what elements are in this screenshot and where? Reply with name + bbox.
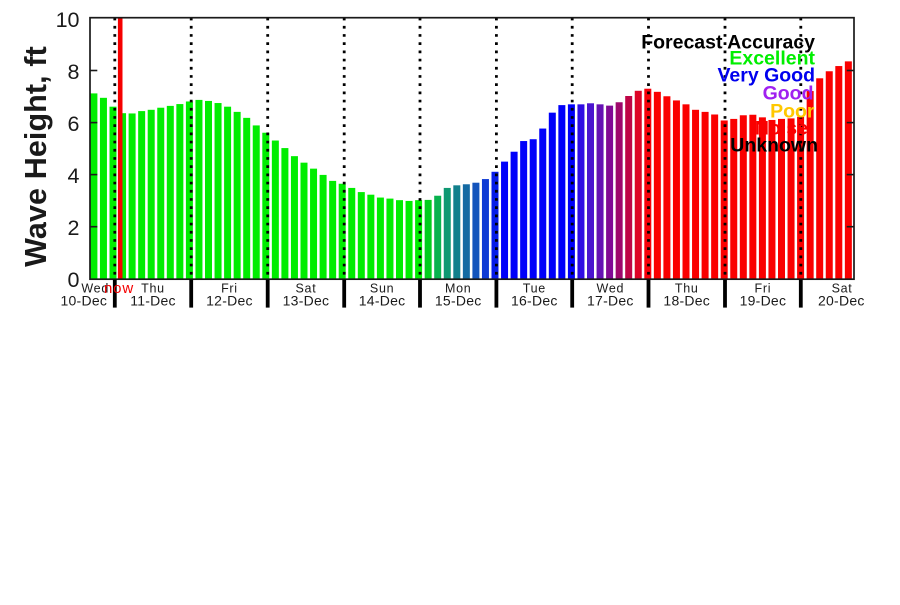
svg-text:12-Dec: 12-Dec [206, 293, 253, 309]
svg-text:Sat: Sat [296, 281, 317, 295]
svg-text:Forecast Accuracy: Forecast Accuracy [641, 32, 815, 54]
svg-text:11-Dec: 11-Dec [130, 293, 176, 309]
svg-text:20-Dec: 20-Dec [818, 293, 865, 309]
svg-text:Excellent: Excellent [729, 48, 815, 70]
svg-text:8: 8 [68, 60, 80, 84]
svg-text:Noise: Noise [755, 118, 808, 140]
svg-text:Mon: Mon [445, 281, 471, 295]
svg-text:0: 0 [68, 268, 80, 292]
svg-text:14-Dec: 14-Dec [359, 293, 406, 309]
svg-text:2: 2 [68, 216, 80, 240]
svg-text:Unknown: Unknown [730, 135, 818, 157]
svg-text:Tue: Tue [523, 281, 546, 295]
svg-text:13-Dec: 13-Dec [283, 293, 330, 309]
svg-text:Thu: Thu [141, 281, 165, 295]
svg-text:17-Dec: 17-Dec [587, 293, 634, 309]
svg-text:Sun: Sun [370, 281, 394, 295]
svg-text:4: 4 [68, 164, 80, 188]
svg-text:6: 6 [68, 112, 80, 136]
svg-text:Thu: Thu [675, 281, 699, 295]
svg-text:Fri: Fri [221, 281, 238, 295]
svg-text:Poor: Poor [770, 101, 815, 123]
svg-text:16-Dec: 16-Dec [511, 293, 558, 309]
svg-text:Wed: Wed [81, 281, 109, 295]
svg-text:Wed: Wed [597, 281, 625, 295]
svg-text:Wave Height, ft: Wave Height, ft [19, 46, 53, 267]
svg-text:Fri: Fri [755, 281, 772, 295]
svg-text:Very Good: Very Good [717, 65, 815, 87]
svg-text:15-Dec: 15-Dec [435, 293, 482, 309]
svg-text:18-Dec: 18-Dec [663, 293, 710, 309]
svg-text:Good: Good [763, 83, 814, 105]
svg-text:10-Dec: 10-Dec [60, 293, 107, 309]
svg-text:10: 10 [56, 8, 80, 32]
svg-text:19-Dec: 19-Dec [740, 293, 787, 309]
svg-text:Sat: Sat [832, 281, 853, 295]
svg-text:now: now [104, 280, 134, 297]
